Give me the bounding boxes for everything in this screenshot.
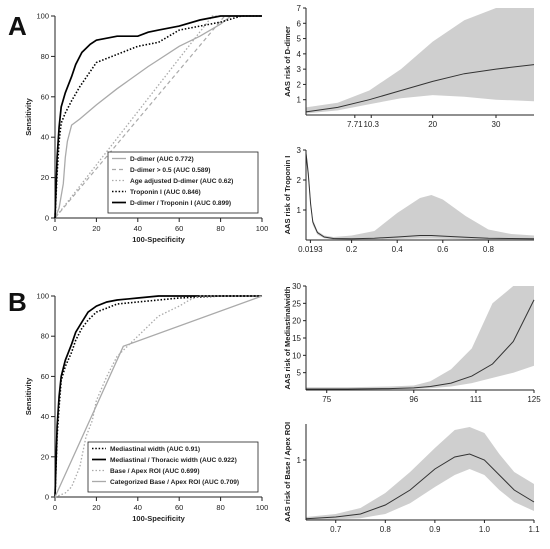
- mediastinal-risk-y-tick-label: 15: [292, 334, 301, 343]
- roc-a-y-tick-label: 100: [36, 12, 49, 21]
- roc-b-x-axis-label: 100-Specificity: [132, 514, 185, 523]
- ddimer-risk-y-tick-label: 2: [297, 80, 302, 89]
- troponin-risk-y-tick-label: 3: [297, 146, 302, 155]
- troponin-risk-y-tick-label: 1: [297, 206, 302, 215]
- roc-a-y-tick-label: 0: [45, 214, 49, 223]
- ddimer-risk-y-tick-label: 3: [297, 65, 302, 74]
- mediastinal-risk-x-tick-label: 125: [527, 395, 541, 404]
- mediastinal-risk-y-tick-label: 30: [292, 282, 301, 291]
- roc-b-series-line: [54, 295, 262, 498]
- roc-a-y-tick-label: 60: [41, 92, 49, 101]
- roc-a-y-tick-label: 80: [41, 52, 49, 61]
- roc-a-series-line: [54, 15, 262, 219]
- roc-b-series-line: [54, 295, 263, 498]
- troponin-risk-confidence-band: [306, 150, 534, 240]
- roc-a-x-tick-label: 0: [53, 224, 57, 233]
- roc-b-series-line: [54, 295, 262, 498]
- roc-b-y-axis-label: Sensitivity: [24, 377, 33, 415]
- roc-b-legend-label: Mediastinal / Thoracic width (AUC 0.922): [110, 457, 237, 464]
- roc-a-series-line: [54, 15, 262, 219]
- roc-a-x-axis-label: 100-Specificity: [132, 235, 185, 244]
- roc-a-x-tick-label: 80: [216, 224, 224, 233]
- ddimer-risk-confidence-band: [306, 8, 534, 114]
- roc-a-y-axis-label: Sensitivity: [24, 97, 33, 135]
- troponin-risk-y-tick-label: 2: [297, 176, 302, 185]
- ddimer-risk-x-tick-label: 7.71: [347, 120, 363, 129]
- mediastinal-risk-y-tick-label: 5: [297, 369, 302, 378]
- roc-b-legend-label: Mediastinal width (AUC 0.91): [110, 446, 200, 453]
- roc-b-legend-label: Base / Apex ROI (AUC 0.699): [110, 468, 200, 475]
- base-apex-risk-x-tick-label: 0.9: [429, 525, 441, 534]
- roc-a-legend-label: Age adjusted D-dimer (AUC 0.62): [130, 178, 233, 185]
- roc-a-x-tick-label: 60: [175, 224, 183, 233]
- roc-b-y-tick-label: 100: [36, 292, 49, 301]
- base-apex-risk-y-axis-label: AAS risk of Base / Apex ROI: [283, 422, 292, 522]
- roc-b-x-tick-label: 0: [53, 503, 57, 512]
- roc-b-x-tick-label: 60: [175, 503, 183, 512]
- roc-a-legend: [107, 151, 259, 214]
- ddimer-risk-x-tick-label: 20: [428, 120, 437, 129]
- roc-b-y-tick-label: 0: [45, 493, 49, 502]
- troponin-risk-risk-curve: [305, 152, 535, 240]
- ddimer-risk-risk-curve: [305, 64, 535, 113]
- mediastinal-risk-x-tick-label: 96: [409, 395, 418, 404]
- troponin-risk-x-tick-label: 0.0193: [298, 245, 323, 254]
- ddimer-risk-y-axis-label: AAS risk of D-dimer: [283, 26, 292, 97]
- ddimer-risk-y-tick-label: 1: [297, 96, 302, 105]
- roc-b-y-tick-label: 40: [41, 412, 49, 421]
- ddimer-risk-y-tick-label: 4: [297, 50, 302, 59]
- ddimer-risk-y-tick-label: 5: [297, 35, 302, 44]
- roc-b-y-tick-label: 20: [41, 452, 49, 461]
- roc-b-y-tick-label: 60: [41, 372, 49, 381]
- troponin-risk-x-tick-label: 0.8: [483, 245, 495, 254]
- roc-a-legend-label: Troponin I (AUC 0.846): [130, 189, 201, 196]
- mediastinal-risk-x-tick-label: 75: [322, 395, 331, 404]
- roc-a-series-line: [54, 15, 262, 219]
- ddimer-risk-y-tick-label: 6: [297, 19, 302, 28]
- roc-b-x-tick-label: 20: [92, 503, 100, 512]
- mediastinal-risk-confidence-band: [306, 286, 534, 390]
- roc-a-series-line: [54, 15, 262, 219]
- roc-a-legend-label: D-dimer > 0.5 (AUC 0.589): [130, 167, 210, 174]
- troponin-risk-x-tick-label: 0.4: [392, 245, 404, 254]
- roc-b-legend-label: Categorized Base / Apex ROI (AUC 0.709): [110, 479, 239, 486]
- base-apex-risk-x-tick-label: 0.8: [380, 525, 392, 534]
- roc-a-legend-label: D-dimer / Troponin I (AUC 0.899): [130, 200, 231, 207]
- ddimer-risk-x-tick-label: 30: [492, 120, 501, 129]
- roc-a-legend-label: D-dimer (AUC 0.772): [130, 156, 194, 163]
- base-apex-risk-x-tick-label: 1.0: [479, 525, 491, 534]
- roc-a-y-tick-label: 40: [41, 133, 49, 142]
- roc-b-x-tick-label: 40: [134, 503, 142, 512]
- mediastinal-risk-y-tick-label: 10: [292, 351, 301, 360]
- roc-a-x-tick-label: 20: [92, 224, 100, 233]
- troponin-risk-y-axis-label: AAS risk of Troponin I: [283, 156, 292, 235]
- roc-b-x-tick-label: 80: [216, 503, 224, 512]
- roc-b-x-tick-label: 100: [256, 503, 269, 512]
- roc-a-x-tick-label: 40: [134, 224, 142, 233]
- base-apex-risk-risk-curve: [305, 453, 535, 520]
- mediastinal-risk-x-tick-label: 111: [470, 395, 483, 404]
- mediastinal-risk-risk-curve: [306, 299, 535, 390]
- panel-label-a: A: [8, 11, 27, 41]
- base-apex-risk-confidence-band: [306, 427, 534, 520]
- base-apex-risk-y-tick-label: 1: [297, 456, 302, 465]
- troponin-risk-x-tick-label: 0.2: [346, 245, 358, 254]
- troponin-risk-x-tick-label: 0.6: [437, 245, 449, 254]
- base-apex-risk-x-tick-label: 0.7: [330, 525, 342, 534]
- mediastinal-risk-y-tick-label: 20: [292, 317, 301, 326]
- mediastinal-risk-y-tick-label: 25: [292, 299, 301, 308]
- roc-a-x-tick-label: 100: [256, 224, 269, 233]
- mediastinal-risk-y-axis-label: AAS risk of Mediastinalwidth: [283, 286, 292, 389]
- roc-a-y-tick-label: 20: [41, 173, 49, 182]
- panel-label-b: B: [8, 287, 27, 317]
- base-apex-risk-x-tick-label: 1.1: [528, 525, 540, 534]
- ddimer-risk-x-tick-label: 10.3: [363, 120, 379, 129]
- roc-b-legend: [87, 441, 259, 493]
- ddimer-risk-y-tick-label: 7: [297, 4, 302, 13]
- roc-b-y-tick-label: 80: [41, 332, 49, 341]
